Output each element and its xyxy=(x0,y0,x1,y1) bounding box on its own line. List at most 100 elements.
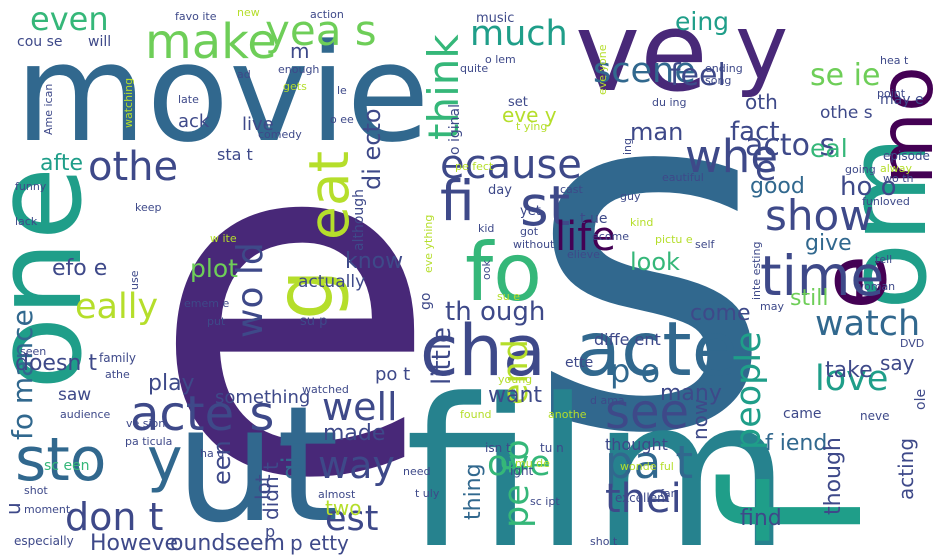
cloud-word: whe xyxy=(685,130,778,183)
cloud-word: got xyxy=(520,225,539,238)
cloud-word: plot xyxy=(190,254,238,283)
cloud-word: music xyxy=(476,11,514,26)
cloud-word: going xyxy=(845,163,876,176)
cloud-word: st xyxy=(520,174,570,238)
cloud-word: ecome xyxy=(592,230,629,243)
cloud-word: well xyxy=(322,385,398,429)
cloud-word: een xyxy=(208,440,236,485)
cloud-word: ut xyxy=(175,371,339,558)
cloud-word: yea s xyxy=(265,6,377,55)
cloud-word: yet xyxy=(520,204,541,219)
cloud-word: lack xyxy=(15,215,38,228)
cloud-word: othe s xyxy=(820,103,873,123)
cloud-word: pictu e xyxy=(655,233,693,246)
cloud-word: om xyxy=(823,136,944,310)
cloud-word: especially xyxy=(14,534,74,548)
cloud-word: eally xyxy=(75,287,158,327)
cloud-word: elieve xyxy=(567,248,600,261)
cloud-word: du ing xyxy=(652,96,686,109)
cloud-word: day xyxy=(488,183,512,198)
cloud-word: play xyxy=(148,371,195,396)
cloud-word: woman xyxy=(855,280,895,293)
cloud-word: comedy xyxy=(258,128,302,141)
cloud-word: eve y xyxy=(502,103,557,127)
cloud-word: ho o xyxy=(840,172,897,202)
cloud-word: ight xyxy=(510,464,534,478)
cloud-word: p xyxy=(265,522,275,541)
cloud-word: seem xyxy=(225,531,285,556)
cloud-word: eing xyxy=(675,7,729,36)
cloud-word: know xyxy=(345,249,403,274)
cloud-word: su e xyxy=(497,290,520,303)
cloud-word: tu n xyxy=(540,441,564,455)
cloud-word: although xyxy=(351,189,367,251)
cloud-word: afte xyxy=(40,151,83,176)
cloud-word: emem e xyxy=(184,297,229,310)
cloud-word: lot xyxy=(251,474,275,500)
cloud-word: moment xyxy=(24,503,71,516)
cloud-word: acte s xyxy=(130,386,274,442)
cloud-word: u xyxy=(1,502,25,515)
cloud-word: est xyxy=(325,499,379,539)
cloud-word: y xyxy=(735,0,788,100)
cloud-word: gi l xyxy=(277,441,307,480)
cloud-word: acting xyxy=(894,438,918,500)
cloud-word: doesn t xyxy=(15,351,97,376)
cloud-word: y xyxy=(147,425,183,495)
cloud-word: actually xyxy=(298,272,365,292)
cloud-word: say xyxy=(880,351,915,375)
cloud-word: o lem xyxy=(485,53,516,66)
cloud-word: enough xyxy=(278,63,319,76)
cloud-word: came xyxy=(783,406,822,422)
cloud-word: wo ld xyxy=(230,242,271,338)
cloud-word: ending xyxy=(705,62,743,75)
cloud-word: family xyxy=(99,351,136,365)
cloud-word: saw xyxy=(58,385,91,405)
cloud-word: neve xyxy=(860,409,889,423)
cloud-word: though xyxy=(821,437,846,515)
cloud-word: sto xyxy=(15,425,107,495)
cloud-word: set xyxy=(508,95,528,110)
cloud-word: audience xyxy=(60,408,111,421)
cloud-word: eve ything xyxy=(422,215,435,273)
cloud-word: time xyxy=(760,244,884,308)
cloud-word: watched xyxy=(302,383,349,396)
cloud-word: f iend xyxy=(765,431,827,456)
cloud-word: watch xyxy=(815,304,920,344)
cloud-word: Howeve xyxy=(90,531,178,556)
cloud-word: little xyxy=(427,327,457,385)
cloud-word: didn t xyxy=(259,462,283,520)
cloud-word: good xyxy=(750,174,805,199)
cloud-word: po t xyxy=(375,364,410,385)
cloud-word: two xyxy=(325,496,361,520)
cloud-word: end xyxy=(496,339,536,405)
cloud-word: t ying xyxy=(516,120,547,133)
cloud-word: favo ite xyxy=(175,10,217,23)
cloud-word: se ie xyxy=(810,58,880,93)
cloud-word: sho t xyxy=(590,535,618,548)
cloud-word: may e xyxy=(880,92,924,108)
cloud-word: episode xyxy=(883,149,930,163)
cloud-word: take xyxy=(825,358,873,383)
cloud-word: one xyxy=(0,167,109,390)
cloud-word: need xyxy=(403,465,431,478)
cloud-word: le xyxy=(337,84,347,97)
cloud-word: funny xyxy=(15,180,47,193)
cloud-word: ecause xyxy=(440,142,582,188)
cloud-word: life xyxy=(555,214,616,260)
cloud-word: DVD xyxy=(900,337,924,350)
cloud-word: sc een xyxy=(44,458,90,474)
cloud-word: isn t xyxy=(485,441,511,455)
cloud-word: excellent xyxy=(615,491,670,505)
cloud-word: wonde ful xyxy=(620,460,674,473)
cloud-word: o iginal xyxy=(447,104,463,155)
cloud-word: may xyxy=(760,300,784,313)
cloud-word: late xyxy=(178,93,199,106)
cloud-word: ing xyxy=(621,138,634,155)
cloud-word: diffe ent xyxy=(594,330,661,349)
cloud-word: eautiful xyxy=(662,171,704,184)
cloud-word: o ee xyxy=(330,113,354,126)
cloud-word: e xyxy=(802,255,907,310)
cloud-word: go xyxy=(418,293,434,310)
